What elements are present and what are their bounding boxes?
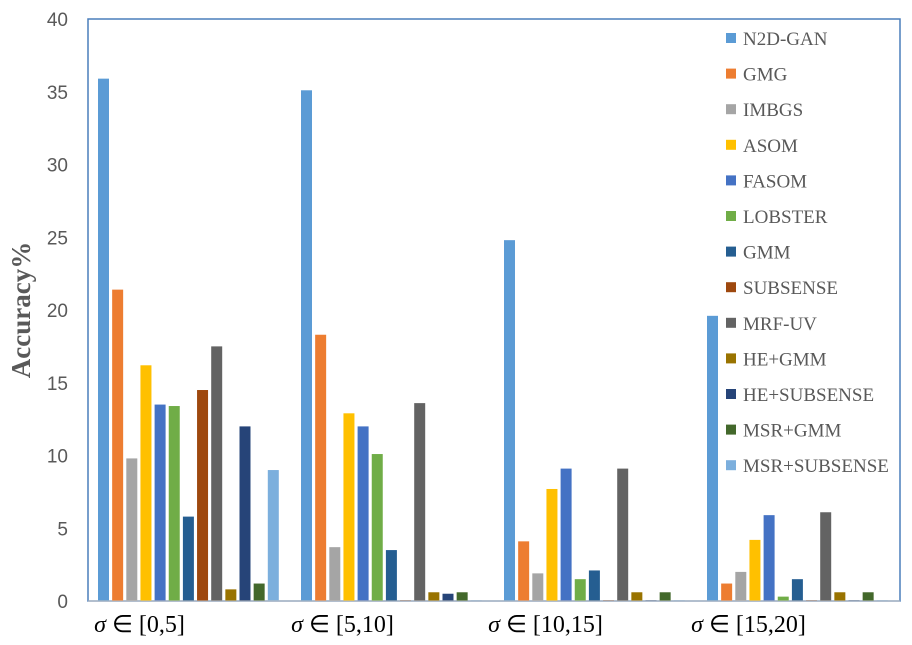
bar-gmg-group-2 (315, 334, 327, 601)
y-tick-label: 15 (47, 374, 68, 395)
bar-n2d-gan-group-2 (301, 90, 312, 601)
legend-label: GMG (743, 65, 788, 86)
y-tick-label: 20 (47, 301, 68, 322)
legend-label: HE+SUBSENSE (743, 385, 874, 406)
legend: N2D-GAN GMG IMBGS ASOM FASOM LOBSTER GMM SUBSEN… (726, 29, 889, 477)
bar-gmg-group-4 (721, 583, 733, 601)
y-tick-label: 0 (57, 592, 68, 613)
y-tick-label: 35 (47, 83, 68, 104)
bar-he-gmm-group-1 (225, 589, 237, 601)
bar-msr-gmm-group-1 (253, 583, 265, 601)
bar-lobster-group-3 (574, 579, 586, 601)
bar-imbgs-group-4 (735, 571, 747, 601)
bar-msr-subsense-group-1 (267, 470, 279, 601)
legend-label: LOBSTER (743, 207, 828, 228)
legend-label: MSR+GMM (743, 421, 841, 442)
bar-n2d-gan-group-1 (98, 78, 109, 601)
y-tick-labels: 0 5 10 15 20 25 30 35 40 (47, 10, 68, 613)
legend-swatch (726, 460, 736, 471)
legend-label: N2D-GAN (743, 29, 828, 50)
bar-lobster-group-4 (777, 596, 789, 601)
bar-imbgs-group-2 (329, 547, 341, 601)
bar-msr-gmm-group-2 (456, 592, 468, 601)
y-axis-label: Accuracy% (6, 242, 36, 378)
legend-swatch (726, 317, 736, 328)
bar-mrf-uv-group-2 (414, 403, 426, 601)
legend-label: SUBSENSE (743, 278, 838, 299)
x-category-label: σ ∈ [0,5] (94, 612, 185, 638)
bar-he-gmm-group-4 (834, 592, 846, 601)
bar-msr-gmm-group-3 (659, 592, 671, 601)
legend-label: GMM (743, 243, 791, 264)
legend-swatch (726, 424, 736, 435)
bar-n2d-gan-group-3 (504, 240, 515, 601)
legend-swatch (726, 211, 736, 221)
bar-gmg-group-1 (112, 289, 124, 601)
y-tick-label: 10 (47, 447, 68, 468)
legend-swatch (726, 104, 736, 115)
bar-mrf-uv-group-4 (820, 512, 832, 601)
legend-swatch (726, 175, 736, 186)
bars-group (98, 78, 888, 602)
bar-asom-group-1 (140, 365, 152, 601)
bar-fasom-group-1 (154, 404, 166, 601)
bar-he-subsense-group-2 (442, 593, 454, 601)
bar-mrf-uv-group-1 (211, 346, 223, 602)
bar-n2d-gan-group-4 (707, 315, 718, 601)
bar-subsense-group-1 (197, 390, 209, 601)
legend-label: MSR+SUBSENSE (743, 456, 889, 477)
bar-he-gmm-group-3 (631, 592, 643, 601)
legend-label: MRF-UV (743, 314, 817, 335)
bar-lobster-group-2 (371, 454, 383, 601)
bar-asom-group-2 (343, 413, 355, 601)
legend-swatch (726, 33, 736, 43)
x-category-label: σ ∈ [15,20] (691, 612, 806, 638)
legend-label: ASOM (743, 136, 798, 157)
bar-fasom-group-3 (560, 468, 572, 601)
legend-swatch (726, 139, 736, 150)
bar-gmg-group-3 (518, 541, 530, 601)
legend-swatch (726, 68, 736, 79)
bar-lobster-group-1 (168, 406, 180, 601)
bar-he-subsense-group-1 (239, 426, 251, 601)
bar-gmm-group-3 (588, 570, 600, 601)
y-tick-label: 40 (47, 10, 68, 31)
x-category-label: σ ∈ [5,10] (291, 612, 394, 638)
legend-swatch (726, 389, 736, 399)
legend-label: IMBGS (743, 100, 803, 121)
bar-fasom-group-4 (763, 515, 775, 601)
bar-msr-gmm-group-4 (862, 592, 874, 601)
bar-asom-group-4 (749, 539, 761, 601)
bar-fasom-group-2 (357, 426, 369, 601)
y-tick-label: 5 (57, 519, 68, 540)
legend-swatch (726, 282, 736, 293)
bar-imbgs-group-3 (532, 573, 544, 601)
bar-gmm-group-4 (791, 579, 803, 601)
y-tick-label: 25 (47, 228, 68, 249)
bar-gmm-group-2 (385, 550, 397, 601)
bar-he-gmm-group-2 (428, 592, 440, 601)
x-category-label: σ ∈ [10,15] (488, 612, 603, 638)
bar-asom-group-3 (546, 488, 558, 601)
legend-label: HE+GMM (743, 349, 827, 370)
legend-label: FASOM (743, 171, 807, 192)
bar-mrf-uv-group-3 (617, 468, 629, 601)
y-tick-label: 30 (47, 156, 68, 177)
bar-gmm-group-1 (182, 516, 194, 601)
legend-swatch (726, 246, 736, 257)
legend-swatch (726, 353, 736, 364)
bar-imbgs-group-1 (126, 458, 138, 601)
x-category-labels: σ ∈ [0,5] σ ∈ [5,10] σ ∈ [10,15] σ ∈ [15,20… (94, 612, 806, 638)
